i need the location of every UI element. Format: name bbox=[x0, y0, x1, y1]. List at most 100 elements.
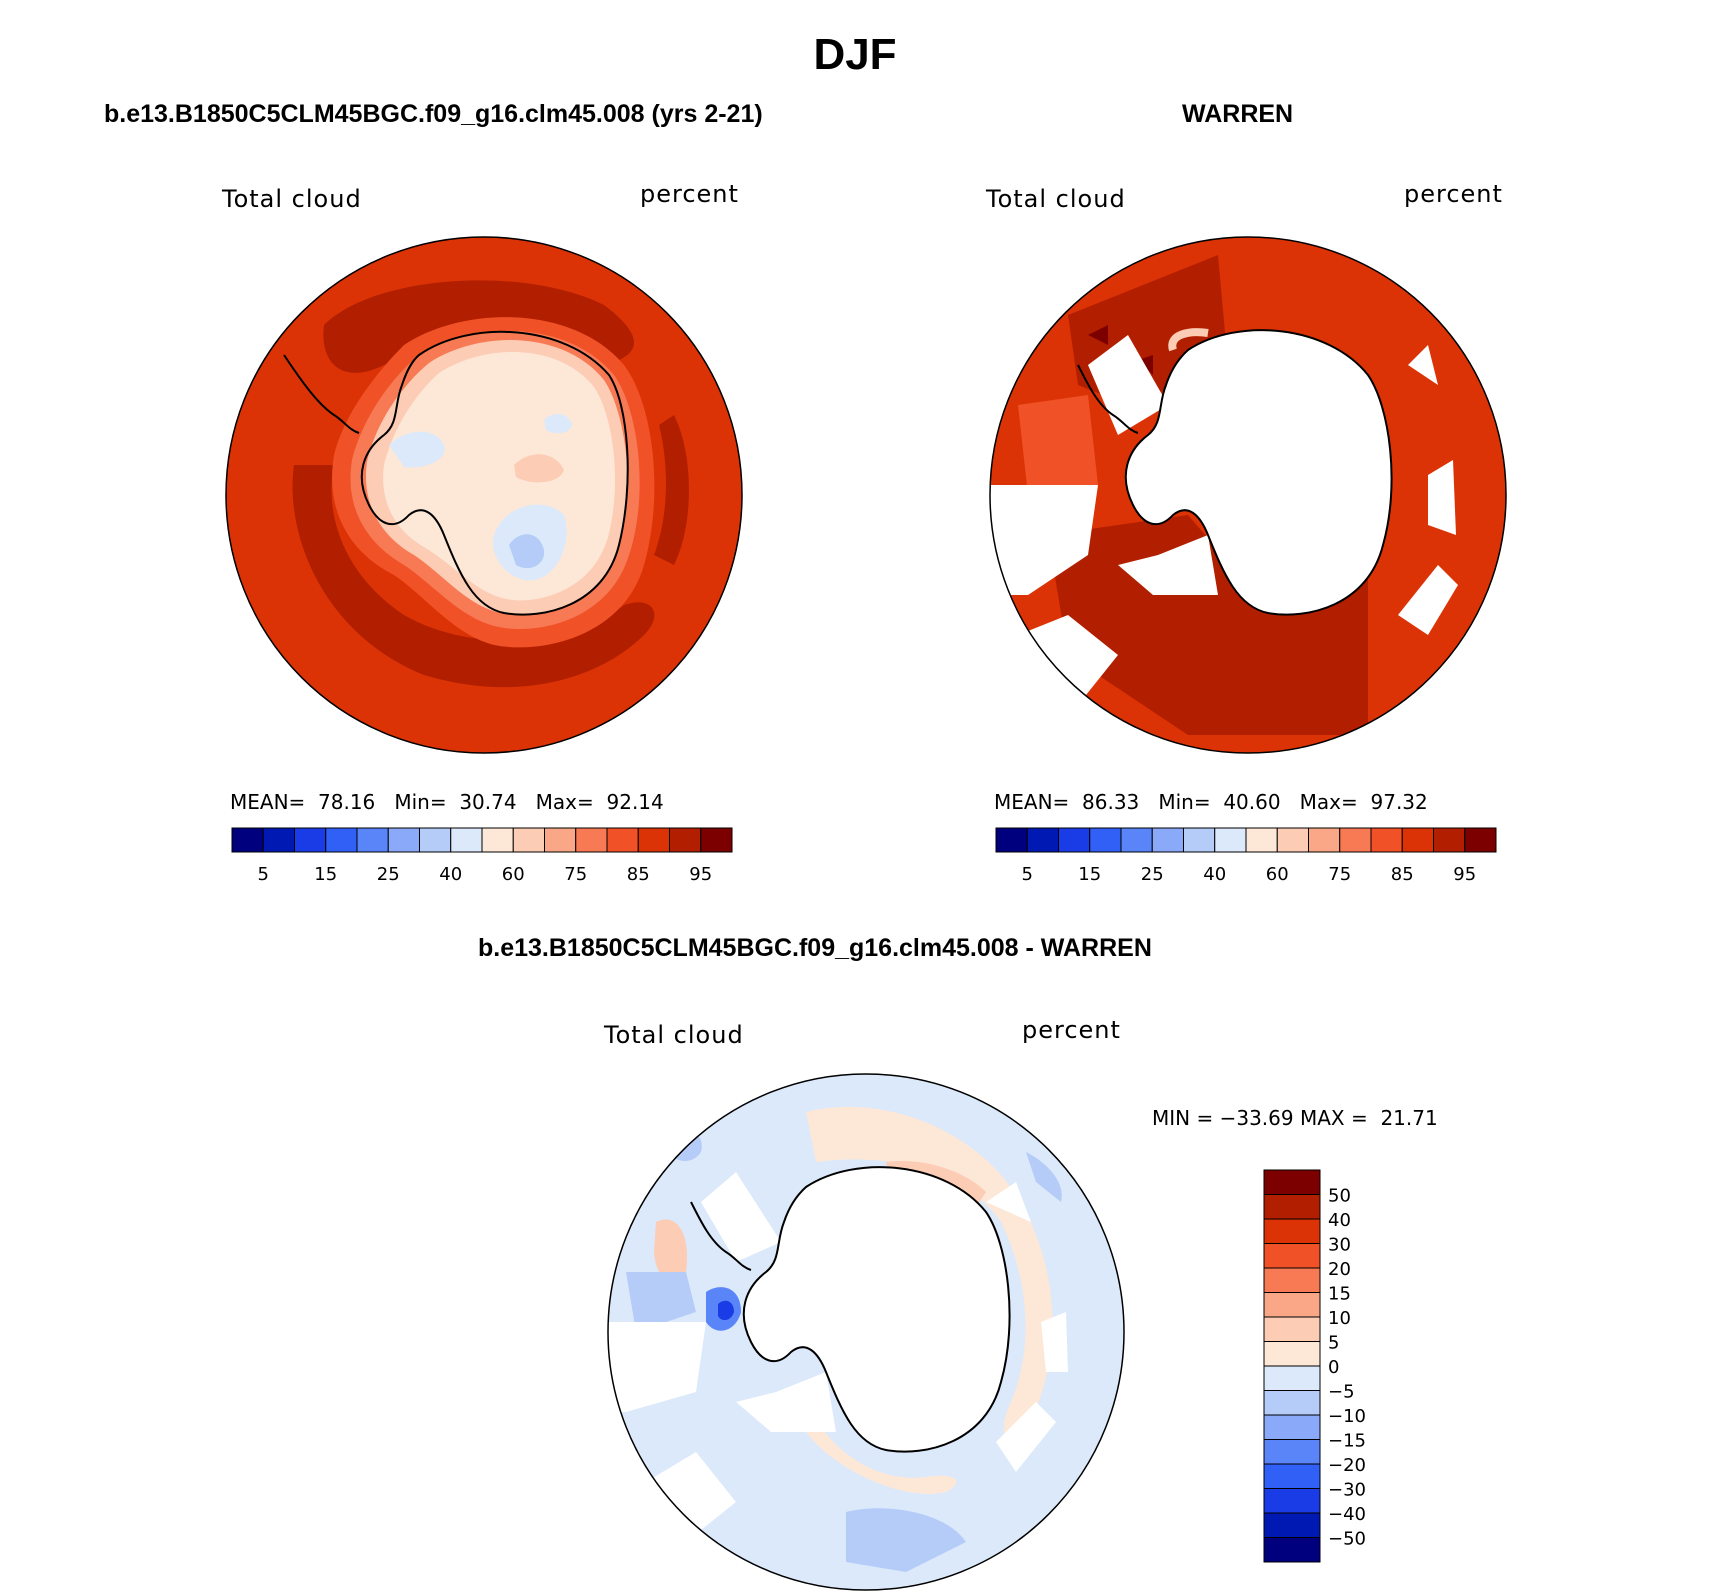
panel-model-stats: MEAN= 78.16 Min= 30.74 Max= 92.14 bbox=[230, 790, 664, 814]
panel-model-colorbar-tick-label: 25 bbox=[377, 864, 400, 885]
panel-obs-min: 40.60 bbox=[1223, 790, 1281, 814]
panel-diff-colorbar-tick-label: 30 bbox=[1328, 1235, 1351, 1256]
panel-obs-colorbar-tick-label: 15 bbox=[1078, 864, 1101, 885]
panel-model-colorbar-swatch bbox=[387, 827, 420, 853]
panel-model-map bbox=[225, 236, 743, 754]
panel-obs-mean-label: MEAN= bbox=[994, 790, 1070, 814]
panel-obs-colorbar-tick-label: 95 bbox=[1453, 864, 1476, 885]
panel-model-min-label: Min= bbox=[394, 790, 447, 814]
panel-obs-units: percent bbox=[1404, 180, 1503, 208]
panel-obs-mean: 86.33 bbox=[1082, 790, 1140, 814]
panel-obs-colorbar-tick-label: 40 bbox=[1203, 864, 1226, 885]
panel-obs-max-label: Max= bbox=[1299, 790, 1358, 814]
panel-obs-colorbar-tick-label: 25 bbox=[1141, 864, 1164, 885]
panel-model-colorbar-tick-label: 5 bbox=[258, 864, 269, 885]
panel-diff-colorbar-tick-label: 40 bbox=[1328, 1210, 1351, 1231]
panel-model-colorbar-tick-label: 15 bbox=[314, 864, 337, 885]
panel-model-colorbar-tick-label: 75 bbox=[564, 864, 587, 885]
panel-obs-map bbox=[989, 236, 1507, 754]
panel-diff-min: −33.69 bbox=[1219, 1106, 1294, 1130]
panel-diff-colorbar-tick-label: 20 bbox=[1328, 1259, 1351, 1280]
panel-diff-colorbar-swatch bbox=[1263, 1243, 1321, 1269]
panel-diff-max: 21.71 bbox=[1380, 1106, 1438, 1130]
panel-diff-colorbar-tick-label: −15 bbox=[1328, 1431, 1366, 1452]
panel-diff-colorbar-swatch bbox=[1263, 1194, 1321, 1220]
panel-diff-variable: Total cloud bbox=[604, 1021, 744, 1049]
panel-diff-colorbar-tick-label: −20 bbox=[1328, 1455, 1366, 1476]
panel-diff-title: b.e13.B1850C5CLM45BGC.f09_g16.clm45.008 … bbox=[478, 934, 1152, 962]
panel-obs-colorbar-swatch bbox=[1401, 827, 1434, 853]
panel-obs-colorbar-swatch bbox=[1089, 827, 1122, 853]
panel-obs-colorbar-swatch bbox=[1245, 827, 1278, 853]
panel-obs-colorbar-swatch bbox=[1433, 827, 1466, 853]
panel-model-min: 30.74 bbox=[459, 790, 517, 814]
panel-model-colorbar-swatch bbox=[700, 827, 733, 853]
panel-model-colorbar-swatch bbox=[637, 827, 670, 853]
panel-model-colorbar-swatch bbox=[419, 827, 452, 853]
panel-diff-colorbar-tick-label: 0 bbox=[1328, 1357, 1339, 1378]
panel-obs-variable: Total cloud bbox=[986, 185, 1126, 213]
panel-diff-colorbar-tick-label: −40 bbox=[1328, 1504, 1366, 1525]
panel-obs-colorbar-swatch bbox=[1151, 827, 1184, 853]
panel-obs-colorbar-swatch bbox=[1214, 827, 1247, 853]
panel-model-title: b.e13.B1850C5CLM45BGC.f09_g16.clm45.008 … bbox=[104, 100, 763, 128]
panel-diff-colorbar-swatch bbox=[1263, 1439, 1321, 1465]
panel-obs-colorbar-tick-label: 75 bbox=[1328, 864, 1351, 885]
panel-diff-units: percent bbox=[1022, 1016, 1121, 1044]
panel-diff-colorbar-tick-label: 15 bbox=[1328, 1284, 1351, 1305]
panel-model-colorbar-swatch bbox=[262, 827, 295, 853]
panel-diff-map bbox=[607, 1073, 1125, 1591]
panel-model-colorbar-tick-label: 95 bbox=[689, 864, 712, 885]
panel-model-colorbar-swatch bbox=[450, 827, 483, 853]
panel-obs-colorbar-tick-label: 5 bbox=[1022, 864, 1033, 885]
panel-diff-colorbar-swatch bbox=[1263, 1414, 1321, 1440]
panel-obs-title: WARREN bbox=[1182, 100, 1294, 128]
panel-diff-colorbar-swatch bbox=[1263, 1316, 1321, 1342]
panel-diff-colorbar-swatch bbox=[1263, 1512, 1321, 1538]
panel-diff-colorbar-swatch bbox=[1263, 1365, 1321, 1391]
panel-diff-colorbar-swatch bbox=[1263, 1341, 1321, 1367]
panel-diff-colorbar-swatch bbox=[1263, 1292, 1321, 1318]
panel-obs-min-label: Min= bbox=[1158, 790, 1211, 814]
panel-diff-stats: MIN = −33.69 MAX = 21.71 bbox=[1152, 1106, 1438, 1130]
panel-model-colorbar-swatch bbox=[231, 827, 264, 853]
panel-model-colorbar-tick-label: 85 bbox=[627, 864, 650, 885]
panel-model-colorbar-swatch bbox=[606, 827, 639, 853]
panel-obs-colorbar-swatch bbox=[1276, 827, 1309, 853]
panel-model-colorbar-swatch bbox=[544, 827, 577, 853]
panel-diff-colorbar-swatch bbox=[1263, 1218, 1321, 1244]
panel-obs-colorbar-swatch bbox=[1183, 827, 1216, 853]
panel-obs-stats: MEAN= 86.33 Min= 40.60 Max= 97.32 bbox=[994, 790, 1428, 814]
panel-model-colorbar-swatch bbox=[512, 827, 545, 853]
panel-model-colorbar-swatch bbox=[356, 827, 389, 853]
panel-model-variable: Total cloud bbox=[222, 185, 362, 213]
panel-diff-colorbar-tick-label: −50 bbox=[1328, 1529, 1366, 1550]
panel-diff-colorbar-tick-label: 50 bbox=[1328, 1186, 1351, 1207]
panel-diff-colorbar-tick-label: −5 bbox=[1328, 1382, 1355, 1403]
panel-model-colorbar-swatch bbox=[575, 827, 608, 853]
panel-model-colorbar-swatch bbox=[481, 827, 514, 853]
panel-obs-colorbar-swatch bbox=[1464, 827, 1497, 853]
panel-diff-colorbar-swatch bbox=[1263, 1463, 1321, 1489]
panel-obs-colorbar-swatch bbox=[1058, 827, 1091, 853]
panel-model-units: percent bbox=[640, 180, 739, 208]
panel-model-max: 92.14 bbox=[606, 790, 664, 814]
panel-obs-colorbar-tick-label: 85 bbox=[1391, 864, 1414, 885]
panel-obs-colorbar-swatch bbox=[1120, 827, 1153, 853]
panel-obs-colorbar-swatch bbox=[1308, 827, 1341, 853]
panel-diff-colorbar-swatch bbox=[1263, 1537, 1321, 1563]
panel-obs-colorbar-swatch bbox=[995, 827, 1028, 853]
panel-diff-colorbar-tick-label: 10 bbox=[1328, 1308, 1351, 1329]
panel-diff-colorbar-tick-label: 5 bbox=[1328, 1333, 1339, 1354]
panel-diff-max-label: MAX = bbox=[1299, 1106, 1368, 1130]
panel-diff-colorbar-swatch bbox=[1263, 1267, 1321, 1293]
panel-model-colorbar-swatch bbox=[294, 827, 327, 853]
figure-title: DJF bbox=[813, 30, 897, 79]
panel-obs-colorbar-tick-label: 60 bbox=[1266, 864, 1289, 885]
panel-model-colorbar-swatch bbox=[669, 827, 702, 853]
panel-model-colorbar: 5 15 25 40 60 75 85 95 bbox=[231, 827, 733, 885]
panel-model-mean-label: MEAN= bbox=[230, 790, 306, 814]
panel-model-max-label: Max= bbox=[535, 790, 594, 814]
panel-obs-colorbar-swatch bbox=[1026, 827, 1059, 853]
